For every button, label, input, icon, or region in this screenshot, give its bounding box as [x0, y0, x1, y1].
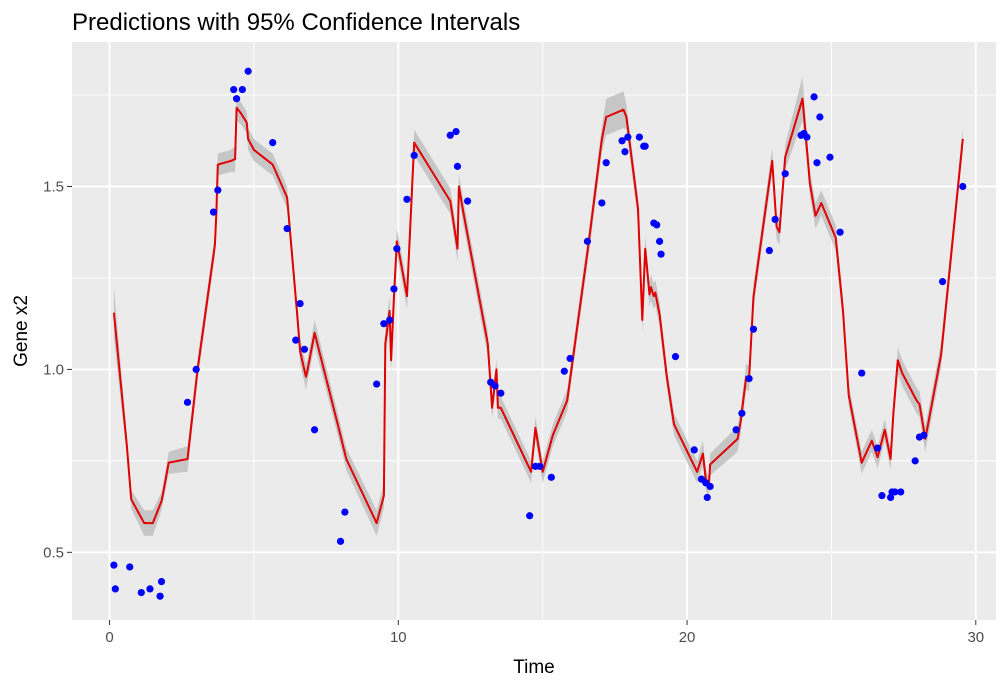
data-point	[156, 592, 164, 600]
data-point	[283, 224, 291, 233]
data-point	[390, 285, 398, 293]
data-point	[403, 195, 411, 203]
data-point	[816, 113, 824, 121]
data-point	[690, 446, 698, 454]
data-point	[110, 561, 118, 569]
data-point	[547, 473, 555, 481]
data-point	[602, 159, 610, 167]
data-point	[598, 199, 606, 207]
data-point	[803, 133, 811, 141]
y-axis-title: Gene x2	[11, 295, 32, 367]
x-tick-label: 20	[679, 629, 696, 646]
data-point	[920, 431, 928, 439]
data-point	[583, 237, 592, 245]
data-point	[453, 162, 462, 170]
x-tick-label: 0	[105, 629, 113, 646]
data-point	[526, 512, 534, 520]
data-point	[641, 142, 649, 150]
data-point	[446, 131, 454, 139]
data-point	[749, 325, 758, 333]
data-point	[373, 380, 381, 388]
data-point	[621, 148, 629, 156]
data-point	[765, 246, 773, 255]
data-point	[874, 444, 882, 452]
data-point	[813, 159, 821, 167]
x-tick-label: 10	[390, 629, 407, 646]
y-tick-label: 1.5	[43, 179, 64, 196]
data-point	[560, 367, 568, 375]
data-point	[635, 133, 643, 141]
data-point	[656, 237, 664, 245]
data-point	[230, 85, 238, 94]
data-point	[214, 186, 222, 194]
observation-points-layer	[110, 67, 967, 600]
data-point	[192, 365, 200, 374]
data-point	[410, 151, 418, 160]
data-point	[386, 316, 394, 324]
grid-minor	[72, 42, 996, 620]
data-point	[887, 493, 895, 502]
data-point	[858, 369, 866, 377]
data-point	[836, 228, 844, 236]
data-point	[393, 245, 401, 253]
data-point	[878, 492, 886, 500]
data-point	[497, 389, 505, 397]
data-point	[452, 128, 460, 136]
data-point	[657, 250, 665, 258]
data-point	[292, 336, 300, 344]
prediction-line	[112, 97, 964, 525]
data-point	[380, 320, 388, 328]
data-point	[624, 133, 632, 141]
y-tick-label: 1.0	[43, 361, 64, 378]
data-point	[111, 585, 119, 593]
data-point	[209, 208, 218, 216]
data-point	[300, 345, 309, 353]
data-point	[826, 153, 834, 161]
data-point	[463, 197, 472, 205]
data-point	[336, 537, 345, 545]
chart-title: Predictions with 95% Confidence Interval…	[72, 9, 520, 36]
axes: 0 10 20 30 0.5 1.0 1.5	[43, 179, 984, 647]
data-point	[781, 170, 789, 178]
data-point	[296, 299, 304, 308]
plot-background	[72, 42, 996, 620]
data-point	[891, 488, 899, 496]
y-tick-label: 0.5	[43, 544, 64, 561]
x-axis-title: Time	[513, 657, 555, 678]
data-point	[703, 493, 711, 502]
data-point	[269, 139, 277, 147]
data-point	[738, 409, 746, 417]
data-point	[310, 426, 319, 434]
data-point	[671, 353, 680, 361]
data-point	[653, 221, 661, 229]
data-point	[706, 482, 714, 491]
prediction-line-layer	[112, 97, 964, 525]
data-point	[491, 382, 499, 390]
data-point	[771, 215, 779, 224]
grid-major	[72, 42, 996, 620]
data-point	[126, 563, 134, 571]
data-point	[897, 488, 905, 496]
data-point	[146, 585, 154, 593]
data-point	[183, 398, 192, 406]
data-point	[959, 182, 967, 191]
data-point	[341, 508, 349, 516]
data-point	[137, 588, 145, 597]
data-point	[618, 137, 626, 145]
data-point	[244, 67, 252, 75]
data-point	[238, 85, 246, 94]
data-point	[911, 457, 919, 465]
data-point	[810, 93, 818, 101]
data-point	[938, 278, 947, 286]
data-point	[157, 577, 166, 586]
data-point	[232, 95, 241, 103]
data-point	[745, 374, 753, 383]
data-point	[566, 354, 574, 363]
x-tick-label: 30	[967, 629, 984, 646]
data-point	[732, 426, 740, 434]
data-point	[536, 462, 544, 470]
